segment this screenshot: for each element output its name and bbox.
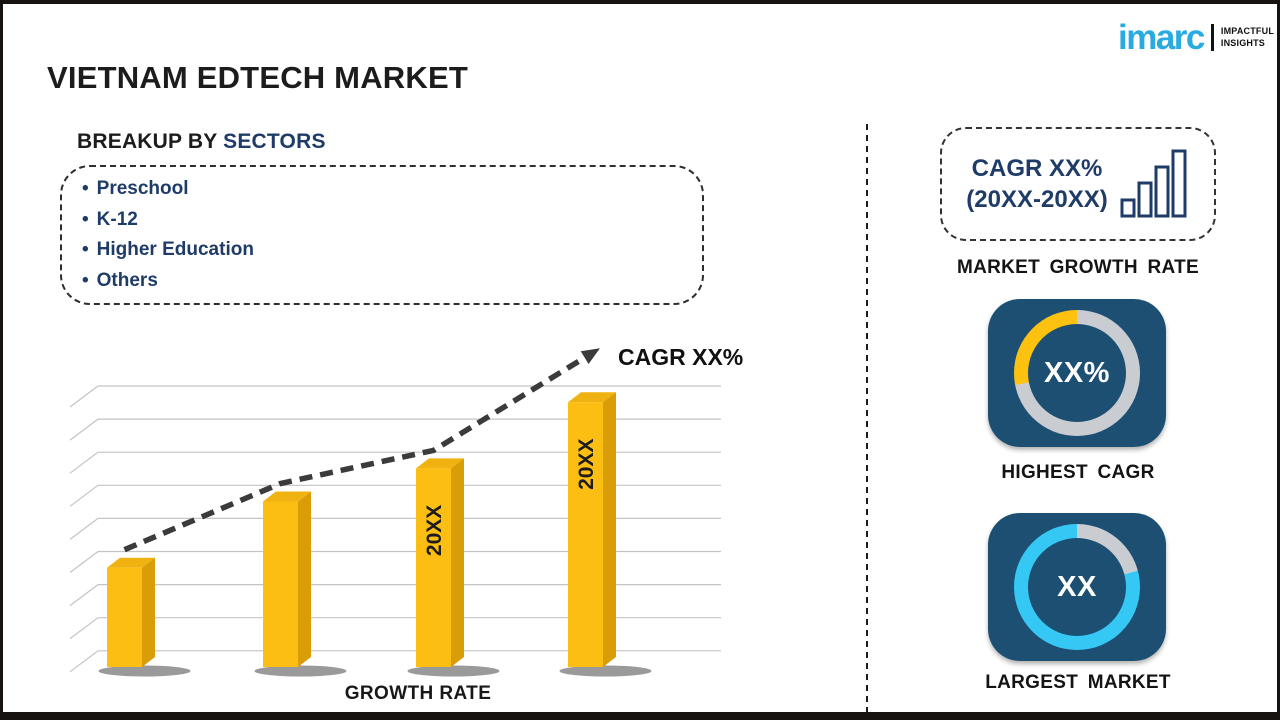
breakup-heading: BREAKUP BY SECTORS — [77, 130, 326, 154]
highest-cagr-value: XX% — [1044, 356, 1110, 389]
bar-side-face — [298, 491, 311, 667]
gridline-depth-tick — [69, 451, 99, 474]
bar-shadow — [98, 665, 191, 677]
gridline-depth-tick — [69, 617, 99, 640]
bar-side-face — [603, 392, 616, 667]
gridline-depth-tick — [69, 517, 99, 540]
highest-cagr-caption: HIGHEST CAGR — [1001, 462, 1155, 483]
highest-cagr-card: XX% — [988, 299, 1166, 447]
cagr-placeholder-text: CAGR XX% (20XX-20XX) — [966, 154, 1108, 213]
bar-chart-icon — [1120, 149, 1187, 218]
imarc-logo: imarc IMPACTFUL INSIGHTS — [1118, 20, 1274, 55]
gridline-depth-tick — [69, 551, 99, 573]
bar-top-face — [107, 557, 155, 568]
sectors-list: • Preschool • K-12 • Higher Education • Othe… — [82, 174, 702, 296]
bullet-icon: • — [82, 239, 89, 260]
donut-hole — [1028, 538, 1126, 636]
bar-year-label: 20XX — [575, 439, 598, 490]
logo-tagline: IMPACTFUL INSIGHTS — [1220, 26, 1275, 48]
trend-arrow-label: CAGR XX% — [618, 344, 744, 370]
donut-chart-highest-cagr: XX% — [1014, 310, 1140, 436]
bar — [416, 468, 451, 667]
bullet-icon: • — [82, 178, 89, 199]
bar-shadow — [407, 665, 500, 677]
trend-arrowhead-icon — [580, 348, 600, 365]
bar-year-label: 20XX — [423, 505, 446, 556]
bullet-icon: • — [82, 208, 89, 230]
largest-market-card: XX — [988, 513, 1166, 661]
list-item: • Preschool — [82, 178, 189, 199]
bar-shadow — [559, 665, 652, 677]
gridline-depth-tick — [69, 650, 99, 673]
list-item: • Higher Education — [82, 239, 254, 260]
bar — [568, 402, 603, 667]
list-item: • K-12 — [82, 208, 138, 230]
donut-hole — [1028, 324, 1126, 422]
donut-chart-largest-market: XX — [1014, 524, 1140, 650]
gridline-depth-tick — [69, 584, 99, 607]
list-item: • Others — [82, 269, 158, 291]
growth-rate-bar-chart: 20XX 20XX — [69, 348, 721, 677]
bar-top-face — [416, 458, 464, 469]
gridline-depth-tick — [69, 385, 99, 408]
gridline-depth-tick — [69, 484, 99, 507]
gridline-depth-tick — [69, 418, 99, 441]
bar-side-face — [451, 458, 464, 667]
bar-shadow — [254, 665, 347, 677]
bullet-icon: • — [82, 269, 89, 291]
sectors-list-box: • Preschool • K-12 • Higher Education • Othe… — [60, 165, 704, 305]
market-growth-rate-caption: MARKET GROWTH RATE — [956, 257, 1200, 278]
trend-dashed-line — [123, 356, 585, 553]
logo-divider-bar — [1210, 24, 1214, 51]
bar-top-face — [263, 491, 311, 502]
bar — [263, 501, 298, 667]
x-axis-title: GROWTH RATE — [344, 683, 492, 704]
page-title: VIETNAM EDTECH MARKET — [47, 60, 468, 95]
imarc-logo-wordmark: imarc — [1118, 18, 1205, 57]
market-growth-rate-card: CAGR XX% (20XX-20XX) — [940, 127, 1216, 241]
bar — [107, 567, 142, 667]
largest-market-value: XX — [1057, 570, 1097, 603]
vertical-dashed-divider — [866, 124, 868, 712]
breakup-heading-highlight: SECTORS — [223, 130, 326, 153]
breakup-heading-prefix: BREAKUP BY — [77, 130, 224, 153]
bar-side-face — [142, 557, 155, 667]
bar-top-face — [568, 392, 616, 403]
largest-market-caption: LARGEST MARKET — [985, 672, 1171, 693]
